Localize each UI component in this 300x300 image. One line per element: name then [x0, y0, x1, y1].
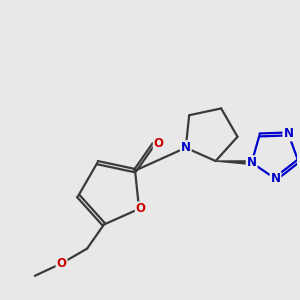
Text: O: O [154, 137, 164, 150]
Text: O: O [136, 202, 146, 215]
Text: N: N [247, 156, 256, 169]
Polygon shape [216, 161, 252, 164]
Text: N: N [271, 172, 281, 185]
Text: N: N [284, 128, 293, 140]
Text: O: O [57, 257, 67, 270]
Text: N: N [181, 141, 191, 154]
